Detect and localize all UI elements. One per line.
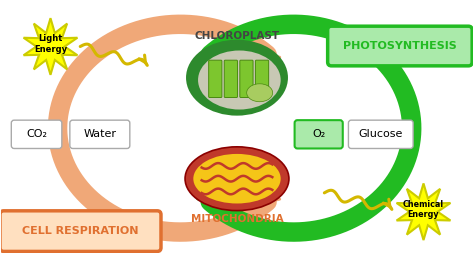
Text: Chemical
Energy: Chemical Energy — [403, 200, 444, 219]
Text: Water: Water — [83, 129, 116, 139]
Text: Light
Energy: Light Energy — [34, 35, 67, 54]
Text: O₂: O₂ — [312, 129, 325, 139]
Polygon shape — [24, 18, 77, 75]
FancyBboxPatch shape — [255, 60, 269, 98]
Text: CHLOROPLAST: CHLOROPLAST — [194, 31, 280, 41]
Ellipse shape — [185, 147, 289, 211]
FancyBboxPatch shape — [11, 120, 62, 149]
Polygon shape — [397, 183, 450, 240]
Ellipse shape — [198, 51, 281, 109]
FancyBboxPatch shape — [224, 60, 237, 98]
Text: CO₂: CO₂ — [26, 129, 47, 139]
FancyBboxPatch shape — [209, 60, 222, 98]
Ellipse shape — [193, 154, 281, 203]
FancyBboxPatch shape — [348, 120, 413, 149]
Text: PHOTOSYNTHESIS: PHOTOSYNTHESIS — [343, 41, 457, 51]
Ellipse shape — [246, 84, 273, 102]
FancyBboxPatch shape — [328, 26, 472, 66]
FancyBboxPatch shape — [70, 120, 130, 149]
Text: CELL RESPIRATION: CELL RESPIRATION — [22, 226, 139, 236]
Ellipse shape — [187, 41, 287, 114]
FancyBboxPatch shape — [0, 211, 161, 251]
FancyBboxPatch shape — [295, 120, 343, 149]
Text: Glucose: Glucose — [359, 129, 403, 139]
FancyBboxPatch shape — [240, 60, 253, 98]
Text: MITOCHONDRIA: MITOCHONDRIA — [191, 214, 283, 224]
